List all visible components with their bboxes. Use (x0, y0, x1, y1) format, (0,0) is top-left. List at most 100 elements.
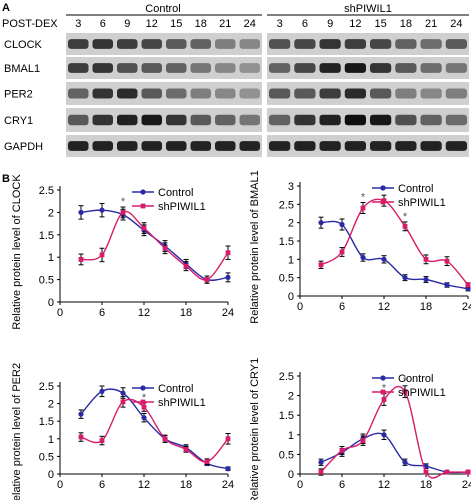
x-tick-label: 6 (99, 307, 105, 319)
timepoint-label: 3 (75, 18, 81, 30)
legend-label: shPIWIL1 (158, 201, 206, 213)
blot-band (370, 63, 392, 73)
data-point (465, 469, 471, 475)
blot-band (294, 63, 316, 73)
data-point (381, 397, 387, 402)
timepoint-label: 6 (302, 18, 308, 30)
data-point (99, 207, 105, 213)
blot-strip (267, 82, 469, 105)
data-point (225, 274, 231, 280)
data-point (339, 221, 345, 228)
y-axis-label: Relative protein level of BMAL1 (249, 170, 261, 323)
blot-band (269, 88, 291, 99)
chart-4: 0 0.5 1 1.5 2 2.5 0 6 12 18 24 Relative protein lev… (249, 358, 471, 500)
blot-band (68, 39, 89, 49)
x-tick-label: 12 (378, 301, 390, 313)
data-point (141, 225, 147, 231)
data-point (318, 220, 324, 226)
y-tick-label: 1 (48, 434, 54, 446)
data-point (402, 275, 408, 281)
blot-band (92, 141, 113, 151)
blot-band (239, 39, 260, 49)
x-tick-label: 18 (420, 479, 432, 491)
data-point (318, 459, 324, 465)
blot-band (395, 141, 417, 151)
timepoint-label: 18 (400, 18, 412, 30)
blot-band (190, 63, 211, 73)
blot-band (92, 88, 113, 99)
blot-band (319, 141, 341, 151)
y-tick-label: 0.5 (39, 275, 54, 287)
data-point (120, 210, 126, 215)
series-line (80, 210, 229, 281)
blot-band (239, 88, 260, 99)
data-point (402, 389, 408, 395)
legend-marker (140, 399, 146, 405)
y-tick-label: 0.5 (39, 451, 54, 463)
y-tick-label: 0 (288, 469, 294, 481)
legend-marker (380, 389, 386, 395)
data-point (339, 448, 345, 453)
x-tick-label: 12 (138, 479, 150, 491)
timepoint-label: 6 (100, 18, 106, 30)
legend-label: shPIWIL1 (398, 387, 446, 399)
blot-band (215, 88, 236, 99)
timepoint-label: 18 (195, 18, 207, 30)
timepoint-label: 24 (450, 18, 462, 30)
y-tick-label: 2 (48, 207, 54, 219)
y-tick-label: 2.5 (39, 381, 54, 393)
blot-band (166, 39, 187, 49)
data-point (204, 277, 210, 282)
blot-band (370, 114, 392, 126)
x-tick-label: 0 (57, 479, 63, 491)
blot-band (294, 39, 316, 49)
blot-band (420, 88, 442, 99)
data-point (339, 249, 345, 255)
blot-band (68, 114, 89, 126)
blot-band (239, 114, 260, 126)
x-tick-label: 18 (420, 301, 432, 313)
series-line (320, 385, 468, 479)
blot-band (117, 141, 138, 151)
blot-band (344, 88, 366, 99)
data-point (78, 411, 84, 417)
blot-band (294, 141, 316, 151)
series-line (320, 198, 469, 286)
timepoint-labels: 3 6 9 12 15 18 21 24 3 6 9 12 15 18 21 24 (75, 18, 462, 30)
legend-marker (140, 203, 146, 209)
blot-row-label: PER2 (4, 89, 33, 101)
blot-band (445, 114, 467, 126)
legend-label: Control (398, 373, 433, 385)
legend-marker (380, 185, 386, 191)
x-tick-label: 12 (378, 479, 390, 491)
blot-band (294, 114, 316, 126)
timepoint-label: 12 (349, 18, 361, 30)
y-tick-label: 2.5 (39, 185, 54, 197)
blot-band (294, 88, 316, 99)
timepoint-label: 3 (277, 18, 283, 30)
timepoint-label: 24 (244, 18, 256, 30)
x-tick-label: 6 (339, 479, 345, 491)
blot-band (190, 114, 211, 126)
data-point (423, 469, 429, 475)
post-dex-label: POST-DEX (2, 18, 58, 30)
x-tick-label: 18 (180, 307, 192, 319)
blot-band (319, 88, 341, 99)
y-tick-label: 2 (288, 218, 294, 230)
blot-band (420, 141, 442, 151)
data-point (381, 432, 387, 438)
blot-strip (267, 135, 469, 157)
y-axis-label: Relative protein level of CRY1 (249, 358, 261, 500)
data-point (183, 446, 189, 452)
blot-band (141, 88, 162, 99)
y-tick-label: 1.5 (39, 230, 54, 242)
blot-band (141, 39, 162, 49)
y-tick-label: 1.5 (279, 236, 294, 248)
data-point (141, 415, 147, 421)
y-tick-label: 0 (48, 469, 54, 481)
blot-band (215, 39, 236, 49)
blot-row-label: GAPDH (4, 141, 43, 153)
blot-band (117, 63, 138, 73)
